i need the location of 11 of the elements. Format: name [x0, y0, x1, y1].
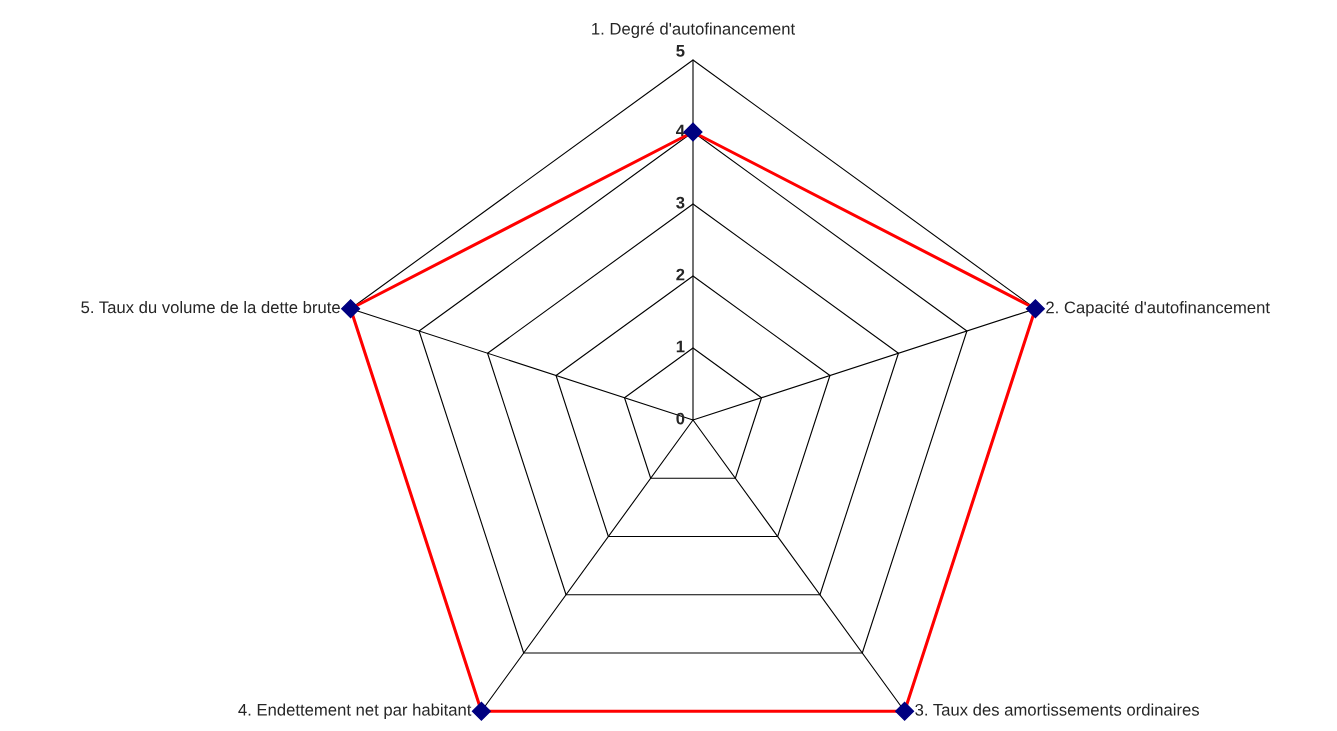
spoke-label: 2. Capacité d'autofinancement [1046, 300, 1270, 317]
spoke-label: 3. Taux des amortissements ordinaires [915, 703, 1200, 716]
y-tick-label: 2 [676, 268, 685, 281]
y-tick-label: 3 [676, 196, 685, 209]
spoke-label: 1. Degré d'autofinancement [592, 22, 796, 38]
y-tick-label: 5 [676, 45, 685, 57]
spoke-label: 4. Endettement net par habitant [238, 703, 472, 720]
y-tick-label: 1 [676, 340, 685, 353]
y-tick-label: 0 [676, 412, 685, 425]
y-tick-label: 4 [675, 124, 685, 137]
spoke-label: 5. Taux du volume de la dette brute [81, 300, 340, 314]
